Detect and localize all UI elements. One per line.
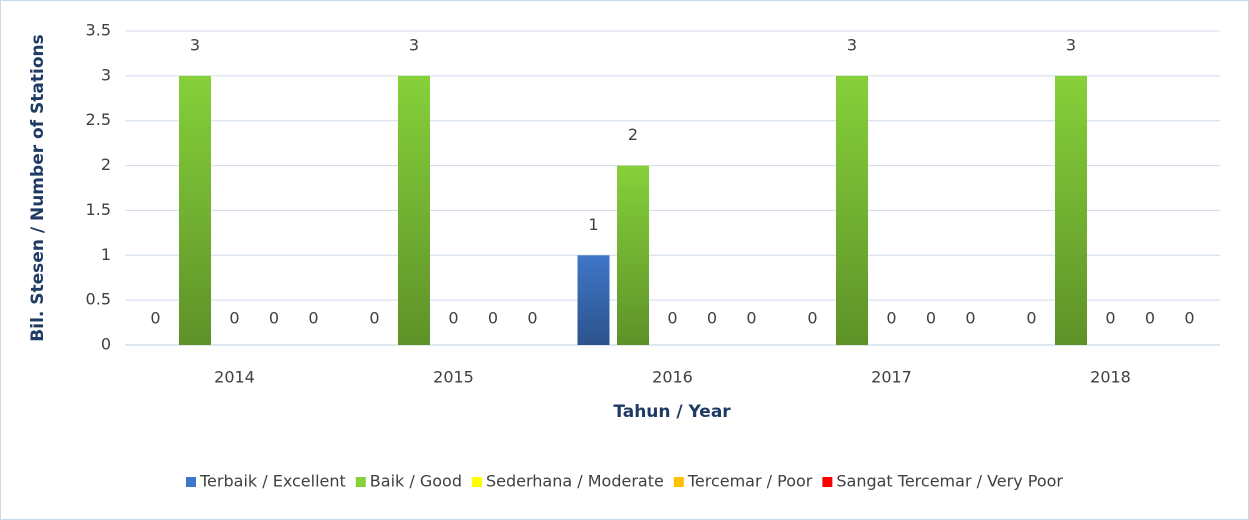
bar-shade (398, 75, 430, 345)
data-label: 3 (409, 35, 419, 54)
data-label: 1 (588, 215, 598, 234)
y-tick-label: 3 (101, 65, 111, 84)
legend-label: Tercemar / Poor (687, 472, 813, 491)
legend-label: Sederhana / Moderate (486, 472, 664, 491)
bar-shade (617, 165, 649, 345)
legend-swatch (673, 477, 684, 487)
data-label: 0 (308, 309, 318, 328)
x-tick-label: 2015 (433, 368, 474, 387)
data-label: 0 (1145, 309, 1155, 328)
legend-swatch (355, 477, 366, 487)
data-label: 0 (229, 309, 239, 328)
x-tick-label: 2018 (1090, 368, 1131, 387)
data-label: 2 (628, 125, 638, 144)
legend-label: Terbaik / Excellent (199, 472, 346, 491)
data-label: 0 (1184, 309, 1194, 328)
data-label: 0 (886, 309, 896, 328)
y-tick-label: 3.5 (86, 21, 111, 40)
y-tick-label: 0 (101, 335, 111, 354)
legend-swatch (186, 477, 196, 487)
data-label: 3 (1066, 35, 1076, 54)
data-label: 3 (847, 35, 857, 54)
y-axis-title: Bil. Stesen / Number of Stations (28, 34, 48, 341)
y-tick-label: 0.5 (86, 290, 111, 309)
bar-shade (1055, 75, 1087, 345)
x-axis-title: Tahun / Year (613, 402, 731, 422)
data-label: 0 (527, 309, 537, 328)
bar-shade (836, 75, 868, 345)
legend-label: Baik / Good (370, 472, 462, 491)
data-label: 0 (926, 309, 936, 328)
data-label: 0 (965, 309, 975, 328)
bar-shade (179, 75, 211, 345)
y-tick-label: 1 (101, 245, 111, 264)
y-tick-label: 1.5 (86, 200, 111, 219)
data-label: 0 (269, 309, 279, 328)
data-label: 3 (190, 35, 200, 54)
legend-swatch (822, 477, 833, 487)
x-tick-label: 2014 (214, 368, 255, 387)
y-tick-label: 2 (101, 155, 111, 174)
y-tick-label: 2.5 (86, 110, 111, 129)
x-tick-label: 2016 (652, 368, 693, 387)
data-label: 0 (369, 309, 379, 328)
data-label: 0 (807, 309, 817, 328)
bar-shade (577, 255, 610, 345)
data-label: 0 (707, 309, 717, 328)
x-tick-label: 2017 (871, 368, 912, 387)
data-label: 0 (448, 309, 458, 328)
legend-label: Sangat Tercemar / Very Poor (836, 472, 1063, 491)
data-label: 0 (150, 309, 160, 328)
data-label: 0 (746, 309, 756, 328)
legend-swatch (471, 477, 482, 487)
data-label: 0 (667, 309, 677, 328)
data-label: 0 (488, 309, 498, 328)
data-label: 0 (1105, 309, 1115, 328)
data-label: 0 (1026, 309, 1036, 328)
